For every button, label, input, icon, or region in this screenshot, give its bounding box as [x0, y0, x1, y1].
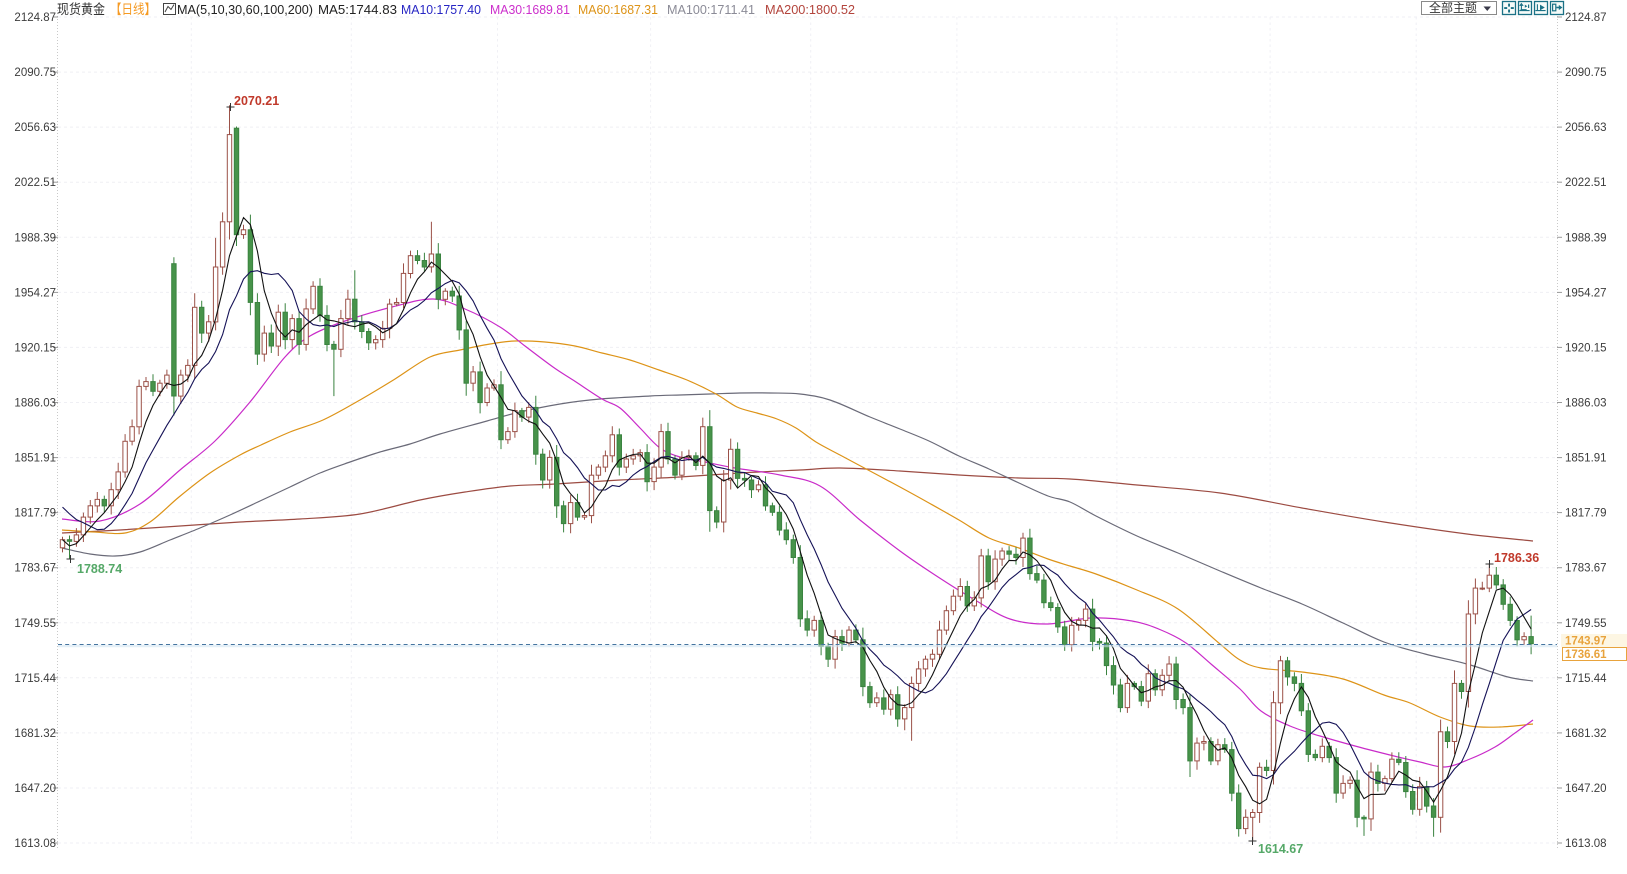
svg-text:1715.44: 1715.44 — [14, 673, 56, 685]
svg-text:1851.91: 1851.91 — [1565, 453, 1607, 465]
svg-text:1613.08: 1613.08 — [14, 838, 56, 850]
svg-text:1817.79: 1817.79 — [14, 508, 56, 520]
svg-text:2056.63: 2056.63 — [14, 122, 56, 134]
svg-text:1783.67: 1783.67 — [1565, 563, 1607, 575]
svg-text:1954.27: 1954.27 — [14, 287, 56, 299]
svg-text:MA200:1800.52: MA200:1800.52 — [765, 2, 855, 17]
svg-text:1920.15: 1920.15 — [14, 342, 56, 354]
svg-text:2090.75: 2090.75 — [14, 67, 56, 79]
svg-text:1736.61: 1736.61 — [1565, 649, 1607, 661]
svg-text:2090.75: 2090.75 — [1565, 67, 1607, 79]
svg-text:1886.03: 1886.03 — [1565, 398, 1607, 410]
svg-text:【日线】: 【日线】 — [110, 2, 156, 17]
svg-text:1647.20: 1647.20 — [1565, 783, 1607, 795]
svg-text:1788.74: 1788.74 — [77, 562, 122, 576]
svg-text:MA60:1687.31: MA60:1687.31 — [578, 2, 658, 17]
svg-text:1851.91: 1851.91 — [14, 453, 56, 465]
svg-text:2022.51: 2022.51 — [1565, 177, 1607, 189]
svg-text:现货黄金: 现货黄金 — [57, 1, 105, 17]
svg-text:1988.39: 1988.39 — [14, 232, 56, 244]
svg-text:1783.67: 1783.67 — [14, 563, 56, 575]
svg-text:2124.87: 2124.87 — [1565, 12, 1607, 24]
svg-text:1988.39: 1988.39 — [1565, 232, 1607, 244]
svg-text:2124.87: 2124.87 — [14, 12, 56, 24]
svg-text:MA30:1689.81: MA30:1689.81 — [490, 2, 570, 17]
svg-text:2022.51: 2022.51 — [14, 177, 56, 189]
svg-text:MA5:1744.83: MA5:1744.83 — [318, 2, 397, 17]
svg-text:1715.44: 1715.44 — [1565, 673, 1607, 685]
svg-text:1743.97: 1743.97 — [1565, 636, 1607, 648]
svg-text:1786.36: 1786.36 — [1494, 551, 1539, 565]
svg-text:2056.63: 2056.63 — [1565, 122, 1607, 134]
svg-text:1886.03: 1886.03 — [14, 398, 56, 410]
svg-text:MA100:1711.41: MA100:1711.41 — [667, 2, 755, 17]
svg-text:1613.08: 1613.08 — [1565, 838, 1607, 850]
svg-text:1681.32: 1681.32 — [14, 728, 56, 740]
svg-text:全部主题: 全部主题 — [1429, 0, 1477, 15]
svg-text:1954.27: 1954.27 — [1565, 287, 1607, 299]
svg-text:1681.32: 1681.32 — [1565, 728, 1607, 740]
svg-text:MA(5,10,30,60,100,200): MA(5,10,30,60,100,200) — [177, 2, 313, 17]
svg-text:1749.55: 1749.55 — [1565, 618, 1607, 630]
svg-text:1614.67: 1614.67 — [1258, 842, 1303, 856]
svg-text:1920.15: 1920.15 — [1565, 342, 1607, 354]
svg-text:1749.55: 1749.55 — [14, 618, 56, 630]
svg-text:MA10:1757.40: MA10:1757.40 — [401, 2, 481, 17]
svg-text:1817.79: 1817.79 — [1565, 508, 1607, 520]
svg-text:1647.20: 1647.20 — [14, 783, 56, 795]
svg-text:2070.21: 2070.21 — [234, 94, 279, 108]
